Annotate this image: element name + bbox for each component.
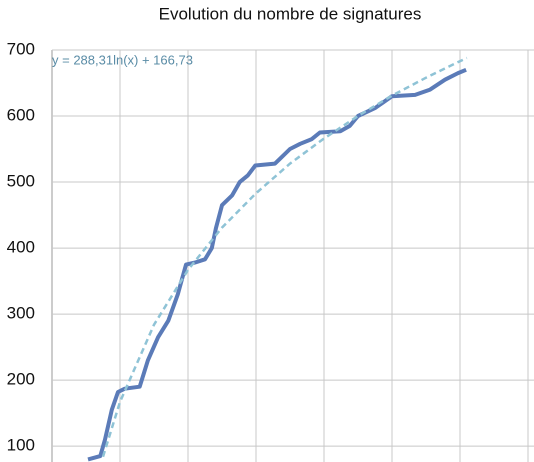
y-tick-label: 300 xyxy=(7,304,35,323)
trend-line xyxy=(101,56,468,458)
vertical-grid xyxy=(119,50,529,462)
data-line xyxy=(87,67,467,462)
y-tick-label: 200 xyxy=(7,370,35,389)
y-tick-label: 400 xyxy=(7,238,35,257)
y-tick-label: 600 xyxy=(7,106,35,125)
y-tick-label: 500 xyxy=(7,172,35,191)
y-tick-label: 700 xyxy=(7,39,35,58)
chart-title: Evolution du nombre de signatures xyxy=(159,4,422,23)
y-tick-label: 100 xyxy=(7,436,35,455)
trend-label: y = 288,31ln(x) + 166,73 xyxy=(52,52,193,67)
